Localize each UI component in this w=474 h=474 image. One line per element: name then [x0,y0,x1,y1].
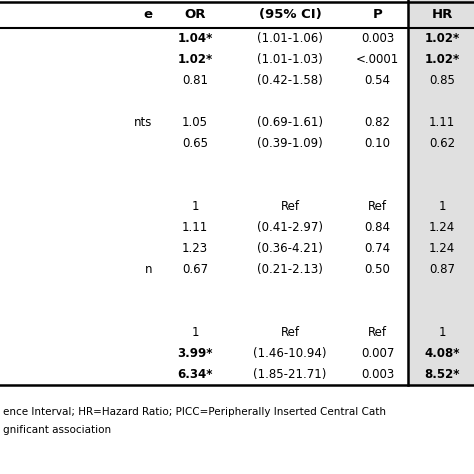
Text: 1.24: 1.24 [429,221,455,234]
Text: (0.69-1.61): (0.69-1.61) [257,116,323,129]
Text: 1.24: 1.24 [429,242,455,255]
Text: 4.08*: 4.08* [424,347,460,360]
Text: (0.21-2.13): (0.21-2.13) [257,263,323,276]
Text: (1.85-21.71): (1.85-21.71) [253,368,327,381]
Text: HR: HR [431,8,453,20]
Text: 0.85: 0.85 [429,74,455,87]
Text: 1.02*: 1.02* [177,53,213,66]
Text: ence Interval; HR=Hazard Ratio; PICC=Peripherally Inserted Central Cath: ence Interval; HR=Hazard Ratio; PICC=Per… [3,407,386,417]
Text: 0.74: 0.74 [365,242,391,255]
Text: 1.11: 1.11 [182,221,208,234]
Text: 0.54: 0.54 [365,74,391,87]
Text: 1.02*: 1.02* [424,32,460,45]
Text: 0.87: 0.87 [429,263,455,276]
Text: 0.82: 0.82 [365,116,391,129]
Text: 1.23: 1.23 [182,242,208,255]
Text: 0.84: 0.84 [365,221,391,234]
Text: 8.52*: 8.52* [424,368,460,381]
Text: 1: 1 [191,326,199,339]
Text: 0.003: 0.003 [361,32,394,45]
Text: 0.62: 0.62 [429,137,455,150]
Text: Ref: Ref [281,200,300,213]
Text: 3.99*: 3.99* [177,347,213,360]
Text: 1.04*: 1.04* [177,32,213,45]
Text: <.0001: <.0001 [356,53,399,66]
Text: 6.34*: 6.34* [177,368,213,381]
Text: 1.02*: 1.02* [424,53,460,66]
Text: gnificant association: gnificant association [3,425,111,435]
Text: 0.65: 0.65 [182,137,208,150]
Text: 1: 1 [438,326,446,339]
Text: (1.46-10.94): (1.46-10.94) [253,347,327,360]
Text: Ref: Ref [368,326,387,339]
Text: (1.01-1.06): (1.01-1.06) [257,32,323,45]
Text: 0.81: 0.81 [182,74,208,87]
Text: 0.003: 0.003 [361,368,394,381]
Text: (0.42-1.58): (0.42-1.58) [257,74,323,87]
Text: OR: OR [184,8,206,20]
Text: Ref: Ref [281,326,300,339]
Text: (0.41-2.97): (0.41-2.97) [257,221,323,234]
Text: nts: nts [134,116,152,129]
Text: 0.007: 0.007 [361,347,394,360]
Text: (95% CI): (95% CI) [259,8,321,20]
Text: (0.36-4.21): (0.36-4.21) [257,242,323,255]
Text: Ref: Ref [368,200,387,213]
Text: 1.11: 1.11 [429,116,455,129]
Text: n: n [145,263,152,276]
Text: 0.67: 0.67 [182,263,208,276]
Text: P: P [373,8,383,20]
Text: 0.10: 0.10 [365,137,391,150]
Text: 1: 1 [438,200,446,213]
Text: 1: 1 [191,200,199,213]
Text: 0.50: 0.50 [365,263,391,276]
Text: (0.39-1.09): (0.39-1.09) [257,137,323,150]
Bar [408,0,474,385]
Text: (1.01-1.03): (1.01-1.03) [257,53,323,66]
Text: e: e [143,8,152,20]
Text: 1.05: 1.05 [182,116,208,129]
